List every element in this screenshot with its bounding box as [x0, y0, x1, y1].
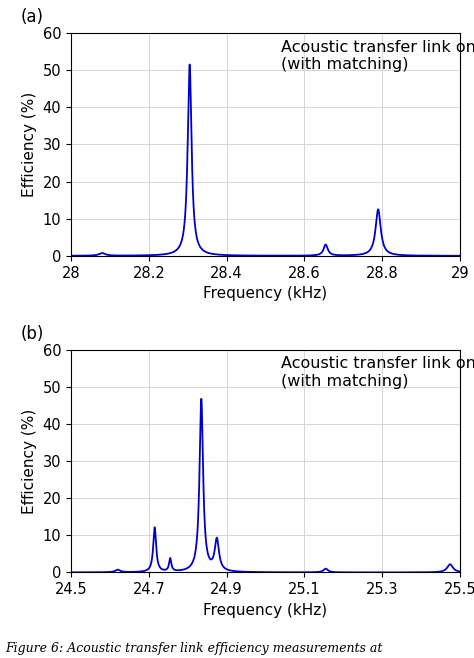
Text: Acoustic transfer link only
(with matching): Acoustic transfer link only (with matchi…	[281, 39, 474, 72]
Text: (b): (b)	[20, 325, 44, 343]
Y-axis label: Efficiency (%): Efficiency (%)	[22, 91, 37, 197]
Text: Acoustic transfer link only
(with matching): Acoustic transfer link only (with matchi…	[281, 356, 474, 389]
Y-axis label: Efficiency (%): Efficiency (%)	[22, 409, 37, 514]
X-axis label: Frequency (kHz): Frequency (kHz)	[203, 603, 328, 618]
X-axis label: Frequency (kHz): Frequency (kHz)	[203, 286, 328, 301]
Text: Figure 6: Acoustic transfer link efficiency measurements at: Figure 6: Acoustic transfer link efficie…	[5, 642, 382, 655]
Text: (a): (a)	[20, 8, 44, 26]
